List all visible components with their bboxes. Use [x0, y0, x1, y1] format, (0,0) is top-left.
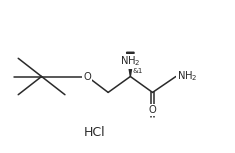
Text: NH$_2$: NH$_2$ — [120, 54, 141, 68]
Text: HCl: HCl — [83, 126, 105, 139]
Text: &1: &1 — [133, 68, 143, 74]
Text: O: O — [149, 105, 157, 115]
Text: NH$_2$: NH$_2$ — [177, 70, 197, 83]
Polygon shape — [127, 52, 134, 76]
Text: O: O — [83, 71, 91, 82]
